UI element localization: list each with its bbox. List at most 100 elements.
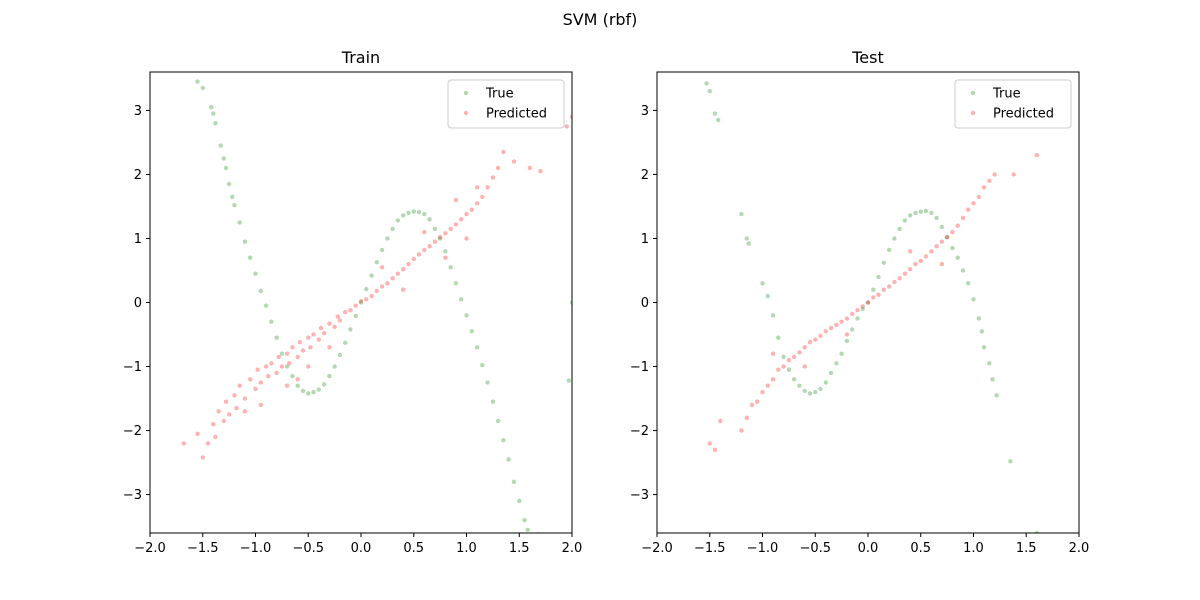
train-true-point xyxy=(506,457,511,462)
train-predicted-point xyxy=(401,267,406,272)
train-true-point xyxy=(411,209,416,214)
train-true-point xyxy=(269,319,274,324)
legend-box xyxy=(954,79,1072,129)
train-predicted-point xyxy=(258,380,263,385)
test-predicted-point xyxy=(712,447,718,452)
train-predicted-point xyxy=(255,367,260,372)
x-tick-label: −1.0 xyxy=(240,541,272,556)
train-true-point xyxy=(432,226,438,232)
test-y-axis: −3 −2 −1 0 1 2 3 xyxy=(630,104,657,503)
test-predicted-point xyxy=(749,402,755,408)
train-true-point xyxy=(223,165,229,171)
train-true-point xyxy=(469,329,474,334)
test-true-point xyxy=(955,255,960,260)
train-true-point xyxy=(248,255,253,260)
train-predicted-point xyxy=(395,271,401,276)
train-predicted-point xyxy=(284,383,290,388)
legend-marker-predicted xyxy=(970,110,976,116)
train-true-point xyxy=(306,391,311,396)
y-tick-label: −2 xyxy=(123,424,142,439)
test-true-point xyxy=(712,111,718,116)
train-true-point xyxy=(295,383,300,388)
test-predicted-point xyxy=(850,311,855,317)
test-predicted-point xyxy=(981,185,987,190)
train-predicted-point xyxy=(490,175,496,180)
train-true-point xyxy=(453,281,459,286)
train-true-point xyxy=(501,438,506,443)
y-tick-label: −1 xyxy=(123,360,142,375)
test-true-point xyxy=(844,338,850,344)
test-series-true xyxy=(704,81,1039,533)
test-true-point xyxy=(828,370,834,376)
test-true-point xyxy=(716,117,721,123)
x-tick-label: −0.5 xyxy=(292,541,324,556)
test-predicted-point xyxy=(944,235,950,240)
train-predicted-point xyxy=(443,255,448,260)
train-predicted-point xyxy=(279,364,285,369)
test-x-axis: −2.0 −1.5 −1.0 −0.5 0.0 0.5 1.0 1.5 2.0 xyxy=(641,533,1089,556)
train-true-point xyxy=(200,85,205,91)
test-true-point xyxy=(707,89,712,94)
subplot-title-test: Test xyxy=(851,48,884,67)
train-true-point xyxy=(495,418,501,424)
train-predicted-point xyxy=(343,309,348,315)
test-true-point xyxy=(744,236,749,241)
x-tick-label: 0.5 xyxy=(910,541,931,556)
train-true-point xyxy=(364,286,369,292)
train-predicted-point xyxy=(469,207,474,212)
y-tick-label: −3 xyxy=(123,488,142,503)
test-predicted-point xyxy=(755,399,760,404)
test-predicted-point xyxy=(791,354,797,360)
train-predicted-point xyxy=(290,345,295,350)
train-legend: True Predicted xyxy=(447,79,565,129)
test-predicted-point xyxy=(744,415,749,420)
test-true-point xyxy=(902,218,908,223)
y-tick-label: 1 xyxy=(641,232,649,247)
train-predicted-point xyxy=(306,364,311,369)
test-true-point xyxy=(1034,530,1039,533)
test-true-point xyxy=(987,361,992,366)
train-true-point xyxy=(490,399,496,404)
train-true-point xyxy=(480,363,485,368)
train-predicted-point xyxy=(485,185,490,190)
x-tick-label: −0.5 xyxy=(799,541,831,556)
x-tick-label: 2.0 xyxy=(562,541,583,556)
test-predicted-point xyxy=(908,249,913,254)
test-predicted-point xyxy=(770,377,776,382)
test-true-point xyxy=(886,247,892,253)
test-true-point xyxy=(934,215,939,221)
train-true-point xyxy=(209,105,214,110)
test-predicted-point xyxy=(876,292,881,297)
x-tick-label: 1.0 xyxy=(456,541,477,556)
x-tick-label: −1.0 xyxy=(747,541,779,556)
train-predicted-point xyxy=(406,261,411,267)
train-predicted-point xyxy=(464,211,469,217)
train-predicted-point xyxy=(416,252,422,257)
train-predicted-point xyxy=(263,364,269,369)
test-predicted-point xyxy=(966,207,971,212)
train-predicted-point xyxy=(511,159,517,164)
train-predicted-point xyxy=(474,185,480,190)
test-predicted-point xyxy=(855,308,860,313)
train-predicted-point xyxy=(327,321,332,326)
x-tick-label: 1.5 xyxy=(1016,541,1037,556)
test-predicted-point xyxy=(976,194,981,200)
train-predicted-point xyxy=(358,299,364,304)
train-true-point xyxy=(443,249,448,254)
train-true-point xyxy=(401,213,406,218)
y-tick-label: −2 xyxy=(630,424,649,439)
train-predicted-point xyxy=(422,229,427,235)
train-predicted-point xyxy=(474,201,480,206)
train-true-point xyxy=(511,479,517,484)
test-true-point xyxy=(971,297,976,302)
test-true-point xyxy=(976,316,981,321)
train-true-point xyxy=(316,387,321,392)
test-predicted-point xyxy=(908,267,913,272)
train-predicted-point xyxy=(427,244,432,249)
test-true-point xyxy=(918,209,923,214)
train-predicted-point xyxy=(411,256,416,262)
train-predicted-point xyxy=(538,169,543,174)
train-predicted-point xyxy=(364,297,369,302)
train-predicted-point xyxy=(327,345,332,350)
